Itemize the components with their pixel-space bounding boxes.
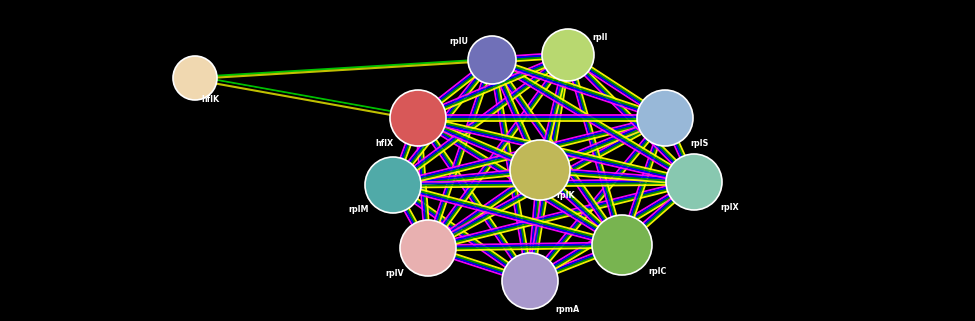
Circle shape xyxy=(468,36,516,84)
Circle shape xyxy=(173,56,217,100)
Circle shape xyxy=(666,154,722,210)
Circle shape xyxy=(542,29,594,81)
Circle shape xyxy=(400,220,456,276)
Text: hflX: hflX xyxy=(376,140,394,149)
Text: rplK: rplK xyxy=(556,192,574,201)
Text: hflK: hflK xyxy=(202,96,220,105)
Text: rplM: rplM xyxy=(348,205,369,214)
Text: rplX: rplX xyxy=(720,204,739,213)
Circle shape xyxy=(390,90,446,146)
Text: rplU: rplU xyxy=(449,38,468,47)
Circle shape xyxy=(502,253,558,309)
Text: rplS: rplS xyxy=(690,138,709,148)
Text: rpmA: rpmA xyxy=(555,306,579,315)
Text: rplV: rplV xyxy=(385,270,404,279)
Circle shape xyxy=(637,90,693,146)
Text: rplC: rplC xyxy=(648,266,666,275)
Circle shape xyxy=(510,140,570,200)
Text: rplI: rplI xyxy=(592,33,607,42)
Circle shape xyxy=(592,215,652,275)
Circle shape xyxy=(365,157,421,213)
